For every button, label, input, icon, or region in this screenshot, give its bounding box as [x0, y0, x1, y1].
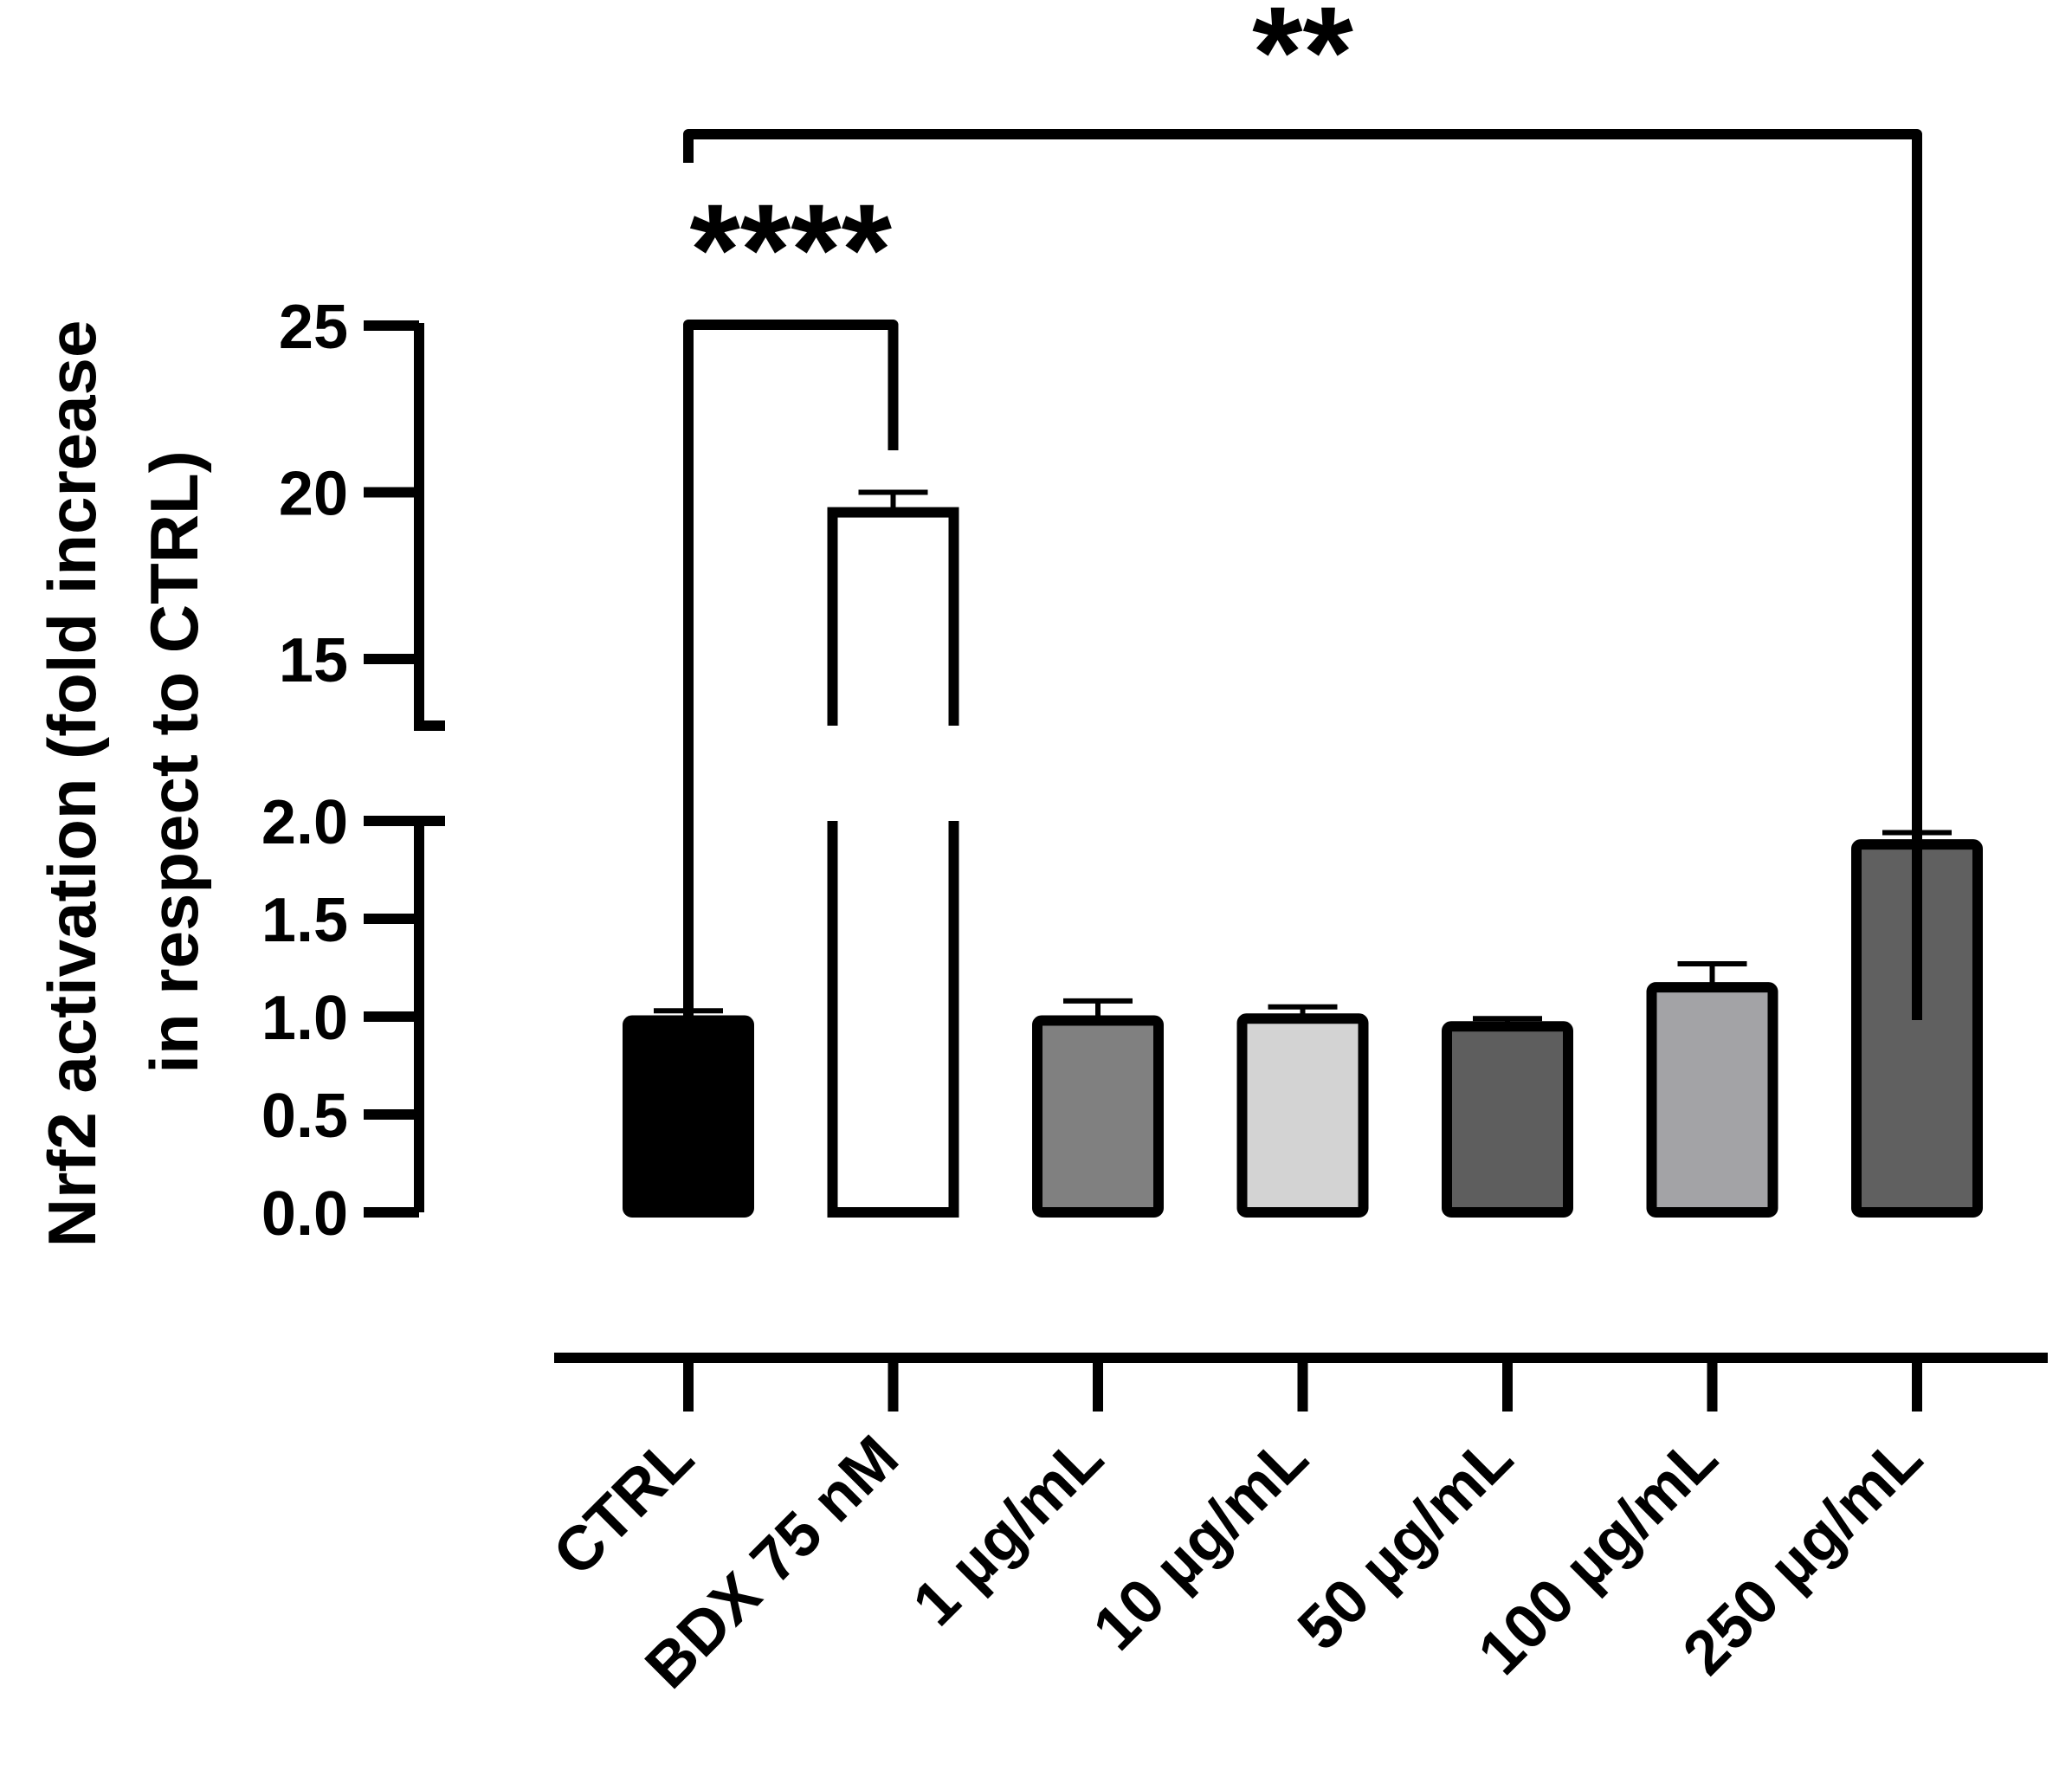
y-tick-label: 1.0: [261, 984, 348, 1053]
bar: [1236, 1013, 1369, 1218]
x-tick-label: 1 µg/mL: [900, 1423, 1116, 1639]
y-tick-label: 0.0: [261, 1179, 348, 1249]
y-tick-label: 1.5: [261, 886, 348, 955]
bar: [1032, 1015, 1164, 1218]
bar-lower-part: [827, 821, 959, 1218]
y-axis-title: Nrf2 activation (fold increase in respec…: [34, 320, 212, 1248]
y-tick-label: 20: [279, 460, 348, 529]
bar-upper-part: [827, 507, 959, 726]
bar: [1646, 982, 1778, 1218]
x-tick-label: 10 µg/mL: [1081, 1423, 1321, 1663]
significance-bracket: [683, 320, 899, 1022]
y-axis-title-line-2: in respect to CTRL): [136, 450, 212, 1073]
significance-brackets: ******: [683, 0, 1922, 1022]
y-tick-label: 25: [279, 293, 348, 362]
y-axis-title-line-1: Nrf2 activation (fold increase: [34, 320, 110, 1248]
y-tick-label: 15: [279, 626, 348, 695]
x-tick-label: CTRL: [540, 1423, 707, 1589]
y-tick-label: 2.0: [261, 788, 348, 857]
bar: [623, 1015, 754, 1218]
significance-bracket: [683, 129, 1922, 1020]
significance-label: ****: [690, 177, 893, 322]
significance-label: **: [1252, 0, 1353, 125]
bar: [1442, 1021, 1573, 1218]
bars: [623, 489, 1983, 1218]
y-tick-label: 0.5: [261, 1082, 348, 1151]
